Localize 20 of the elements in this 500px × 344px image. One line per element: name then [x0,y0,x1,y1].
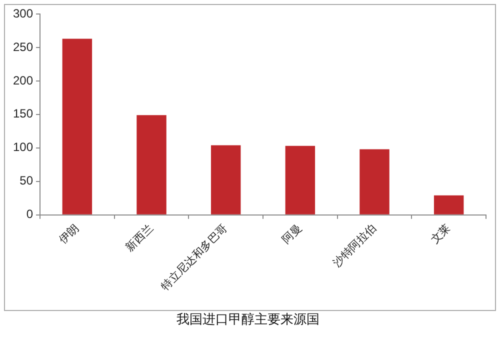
bar [62,38,92,214]
x-tick-label: 新西兰 [123,221,156,254]
bar [434,195,464,214]
x-tick-label: 文莱 [428,221,453,246]
text: 我国进口甲醇主要来源国 [176,312,320,328]
x-tick-label: 沙特阿拉伯 [330,221,379,270]
y-tick-label: 50 [20,174,34,188]
bar [285,146,316,214]
bar [360,149,390,214]
y-tick-label: 250 [12,40,34,54]
bar [136,115,166,214]
y-tick-label: 200 [12,73,34,88]
x-tick-label: 阿曼 [280,222,304,246]
y-tick-label: 150 [12,106,34,121]
x-tick-label: 伊朗 [56,221,82,246]
y-tick-label: 100 [12,140,34,154]
x-tick-label: 特立尼达和多巴哥 [158,221,230,293]
bar [210,145,241,214]
y-tick-label: 300 [12,6,34,20]
y-tick-label: 0 [26,207,34,222]
